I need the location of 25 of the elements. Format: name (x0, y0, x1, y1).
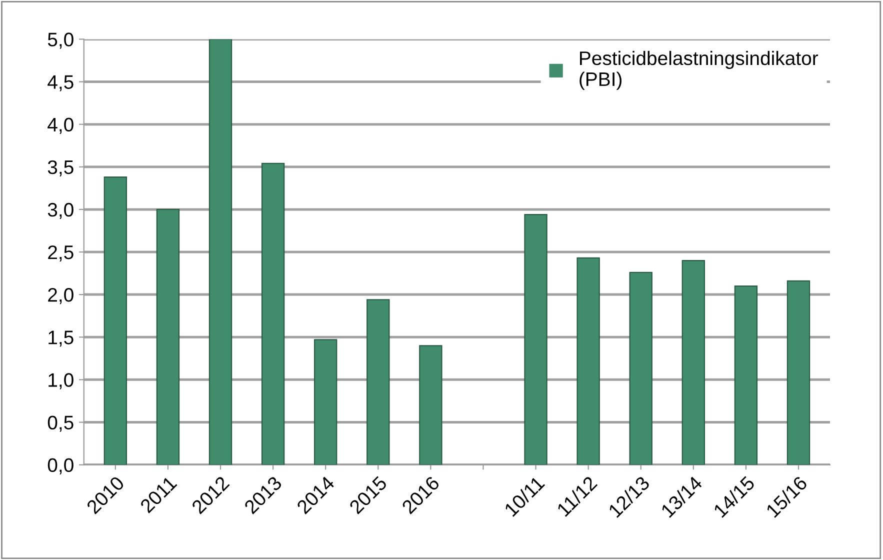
y-tick-label: 0,5 (48, 416, 74, 432)
y-tick-label: 5,0 (48, 32, 74, 49)
bar (208, 39, 232, 465)
bar (734, 285, 758, 465)
bar (524, 214, 548, 465)
bar (314, 339, 338, 465)
legend-label: Pesticidbelastningsindikator (PBI) (580, 50, 818, 90)
bar (786, 280, 810, 465)
y-tick-label: 4,0 (48, 118, 74, 134)
y-tick-label: 4,5 (48, 75, 74, 92)
bar (156, 208, 180, 465)
bar (682, 260, 705, 465)
y-tick-label: 3,5 (48, 160, 74, 176)
y-tick-label: 1,0 (48, 373, 74, 390)
y-tick-label: 3,0 (48, 202, 74, 219)
bar (366, 299, 390, 465)
bar (104, 176, 127, 465)
y-tick-label: 0,0 (48, 458, 74, 474)
y-tick-label: 2,0 (48, 288, 74, 304)
y-tick-label: 1,5 (48, 330, 74, 347)
bar (576, 257, 600, 465)
bar (419, 345, 442, 465)
bar (629, 272, 652, 465)
y-tick-label: 2,5 (48, 245, 74, 262)
bar (261, 162, 285, 465)
